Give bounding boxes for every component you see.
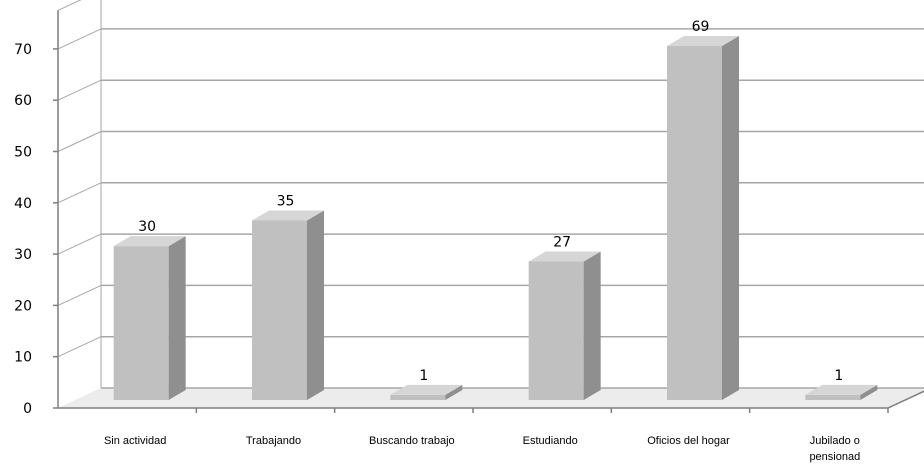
bar-top bbox=[113, 236, 186, 247]
y-tick-labels: 0 10 20 30 40 50 60 70 bbox=[14, 42, 32, 417]
gridline-diagonal bbox=[57, 182, 102, 204]
bar-top bbox=[252, 210, 324, 221]
data-label: 69 bbox=[692, 19, 710, 35]
bar bbox=[113, 246, 169, 400]
gridline-diagonal bbox=[57, 284, 102, 306]
bar bbox=[528, 261, 584, 400]
bar bbox=[805, 394, 861, 400]
bar-top bbox=[667, 36, 739, 47]
bar-side bbox=[445, 384, 463, 400]
data-label: 35 bbox=[277, 193, 295, 209]
gridlines bbox=[57, 0, 924, 389]
bar-top bbox=[805, 384, 878, 395]
category-label: Trabajando bbox=[246, 435, 301, 447]
y-tick-label: 50 bbox=[14, 145, 32, 161]
gridline-diagonal bbox=[57, 79, 102, 101]
category-label: Oficios del hogar bbox=[647, 435, 730, 447]
gridline-diagonal bbox=[57, 0, 82, 11]
bar bbox=[252, 220, 307, 400]
y-tick-label: 70 bbox=[14, 42, 32, 58]
axes bbox=[53, 0, 924, 413]
bar-top bbox=[390, 384, 463, 395]
data-label: 1 bbox=[834, 368, 843, 384]
bar bbox=[390, 394, 446, 400]
bar-top bbox=[528, 251, 601, 262]
category-label: Sin actividad bbox=[104, 435, 166, 447]
y-tick-label: 10 bbox=[14, 350, 32, 366]
data-label: 30 bbox=[138, 219, 156, 235]
y-tick-label: 60 bbox=[14, 93, 32, 109]
chart-walls bbox=[58, 388, 924, 408]
bar-side bbox=[307, 210, 324, 400]
data-label: 27 bbox=[553, 234, 571, 250]
bar bbox=[667, 46, 722, 400]
bars bbox=[113, 36, 878, 400]
y-tick-label: 0 bbox=[23, 401, 32, 417]
bar-side bbox=[860, 384, 878, 400]
y-tick-label: 30 bbox=[14, 247, 32, 263]
category-label: pensionad bbox=[809, 451, 860, 463]
category-label: Estudiando bbox=[523, 435, 578, 447]
data-label: 1 bbox=[419, 368, 428, 384]
y-tick-label: 20 bbox=[14, 298, 32, 314]
category-label: Jubilado o bbox=[810, 435, 860, 447]
bar-side bbox=[583, 251, 601, 400]
y-tick-label: 40 bbox=[14, 196, 32, 212]
gridline-diagonal bbox=[57, 28, 102, 50]
data-labels: 30 35 1 27 69 1 bbox=[138, 19, 843, 384]
chart-floor bbox=[58, 388, 924, 408]
category-labels: Sin actividad Trabajando Buscando trabajo E… bbox=[104, 435, 860, 463]
gridline-diagonal bbox=[57, 336, 102, 358]
gridline-diagonal bbox=[57, 233, 102, 255]
bar-side bbox=[722, 36, 739, 400]
bar-side bbox=[168, 236, 186, 400]
gridline-diagonal bbox=[57, 131, 102, 152]
category-label: Buscando trabajo bbox=[369, 435, 455, 447]
